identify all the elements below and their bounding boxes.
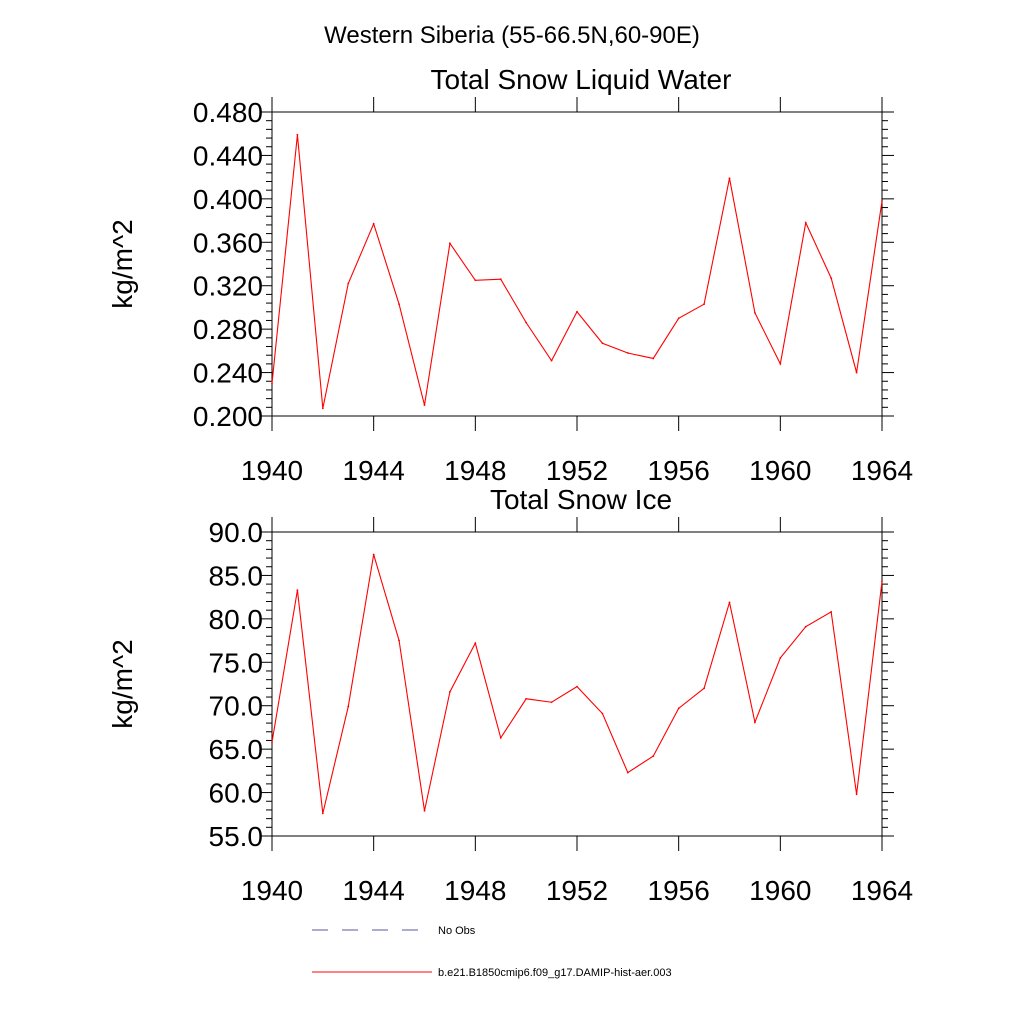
x-tick-label: 1952: [546, 875, 608, 906]
data-point: [677, 317, 680, 320]
data-point: [855, 371, 858, 374]
data-point: [728, 177, 731, 180]
chart-title: Total Snow Liquid Water: [431, 64, 732, 95]
data-point: [347, 282, 350, 285]
y-tick-label: 70.0: [209, 691, 264, 722]
x-tick-label: 1952: [546, 455, 608, 486]
data-point: [652, 357, 655, 360]
x-tick-label: 1956: [648, 455, 710, 486]
data-point: [626, 771, 629, 774]
y-tick-label: 0.480: [193, 97, 263, 128]
y-tick-label: 0.200: [193, 401, 263, 432]
x-tick-label: 1948: [444, 875, 506, 906]
y-tick-label: 0.400: [193, 184, 263, 215]
plot-frame: [271, 531, 883, 837]
y-tick-label: 65.0: [209, 734, 264, 765]
data-point: [449, 242, 451, 245]
x-tick-label: 1956: [648, 875, 710, 906]
data-point: [449, 690, 451, 693]
y-axis-label: kg/m^2: [107, 639, 138, 728]
x-tick-label: 1940: [241, 875, 303, 906]
data-point: [398, 639, 400, 642]
data-point: [830, 277, 833, 280]
data-point: [499, 736, 502, 739]
data-point: [296, 133, 299, 136]
data-point: [296, 589, 299, 592]
y-tick-label: 0.440: [193, 140, 263, 171]
y-tick-label: 90.0: [209, 517, 264, 548]
chart-title: Total Snow Ice: [490, 484, 672, 515]
data-point: [474, 642, 477, 645]
data-point: [525, 321, 528, 324]
y-tick-label: 0.280: [193, 314, 263, 345]
data-point: [703, 303, 705, 306]
y-axis-label: kg/m^2: [107, 219, 138, 308]
series-line-1: [271, 134, 883, 409]
chart-panel-1: Total Snow Liquid Water 0.200 0.240 0.280 0.…: [107, 64, 913, 486]
y-tick-label: 85.0: [209, 560, 264, 591]
data-point: [703, 687, 705, 690]
data-point: [626, 352, 629, 354]
data-point: [855, 793, 858, 796]
legend: No Obs b.e21.B1850cmip6.f09_g17.DAMIP-his…: [312, 925, 672, 979]
data-point: [321, 812, 324, 815]
data-point: [601, 712, 604, 715]
plot-frame: [271, 111, 883, 417]
data-point: [271, 382, 273, 385]
y-tick-label: 75.0: [209, 647, 264, 678]
data-point: [474, 279, 477, 282]
x-tick-label: 1944: [343, 455, 405, 486]
x-tick-label: 1964: [851, 875, 913, 906]
data-point: [830, 611, 833, 613]
x-tick-label: 1960: [749, 455, 811, 486]
data-point: [271, 741, 273, 744]
data-point: [499, 278, 502, 281]
data-point: [372, 222, 375, 225]
series-line-1: [271, 554, 883, 814]
data-point: [677, 707, 680, 710]
chart-panel-2: Total Snow Ice 55.0 60.0 65.0 70.0 75.0 80.0 85…: [107, 484, 913, 906]
x-tick-label: 1960: [749, 875, 811, 906]
data-point: [804, 221, 807, 224]
data-point: [347, 705, 350, 708]
x-tick-label: 1948: [444, 455, 506, 486]
x-tick-label: 1940: [241, 455, 303, 486]
data-point: [576, 310, 578, 313]
data-point: [372, 553, 375, 556]
y-tick-label: 0.320: [193, 271, 263, 302]
data-point: [804, 625, 807, 628]
data-point: [728, 601, 731, 604]
data-point: [881, 580, 883, 583]
data-point: [550, 701, 553, 704]
data-point: [550, 359, 553, 362]
figure-title: Western Siberia (55-66.5N,60-90E): [324, 22, 700, 49]
data-point: [398, 303, 400, 306]
data-point: [779, 657, 782, 659]
data-point: [754, 311, 756, 314]
data-point: [601, 342, 604, 345]
data-point: [423, 809, 426, 812]
data-point: [754, 721, 756, 724]
data-point: [525, 697, 528, 700]
data-point: [321, 407, 324, 410]
x-tick-label: 1944: [343, 875, 405, 906]
y-tick-label: 55.0: [209, 821, 264, 852]
data-point: [881, 200, 883, 202]
y-tick-label: 60.0: [209, 778, 264, 809]
y-tick-label: 0.360: [193, 227, 263, 258]
x-tick-label: 1964: [851, 455, 913, 486]
y-tick-label: 0.240: [193, 358, 263, 389]
legend-label-2: b.e21.B1850cmip6.f09_g17.DAMIP-hist-aer.…: [438, 967, 672, 979]
y-tick-label: 80.0: [209, 604, 264, 635]
data-point: [779, 362, 782, 365]
data-point: [576, 685, 578, 688]
data-point: [652, 755, 655, 757]
legend-label-1: No Obs: [438, 925, 476, 937]
data-point: [423, 404, 426, 407]
